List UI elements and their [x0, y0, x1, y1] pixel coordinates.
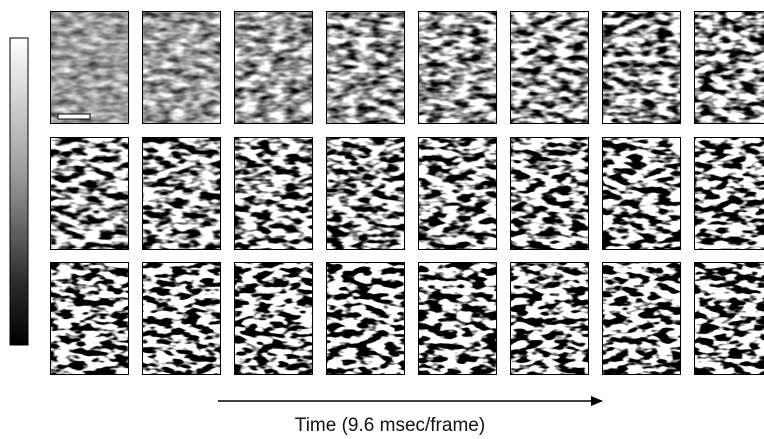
frame-border	[418, 11, 497, 124]
frame-border	[326, 11, 405, 124]
image-frame	[142, 262, 221, 375]
image-frame	[694, 11, 764, 124]
frame-border	[142, 137, 221, 250]
frame-border	[510, 137, 589, 250]
frame-border	[50, 137, 129, 250]
image-frame	[694, 262, 764, 375]
image-frame	[234, 137, 313, 250]
image-frame	[510, 262, 589, 375]
image-frame	[142, 11, 221, 124]
image-frame	[50, 11, 129, 124]
image-frame	[326, 262, 405, 375]
image-frame	[234, 262, 313, 375]
frame-border	[694, 262, 764, 375]
image-frame	[418, 11, 497, 124]
color-bar	[9, 37, 29, 346]
image-frame	[602, 11, 681, 124]
frame-border	[50, 262, 129, 375]
frame-grid	[50, 11, 764, 375]
image-frame	[234, 11, 313, 124]
image-frame	[602, 137, 681, 250]
image-frame	[510, 137, 589, 250]
frame-border	[510, 262, 589, 375]
frame-border	[142, 11, 221, 124]
frame-border	[602, 11, 681, 124]
frame-border	[326, 262, 405, 375]
frame-border	[602, 137, 681, 250]
frame-border	[234, 11, 313, 124]
frame-border	[510, 11, 589, 124]
frame-border	[694, 137, 764, 250]
image-frame	[418, 137, 497, 250]
frame-border	[326, 137, 405, 250]
frame-border	[234, 137, 313, 250]
frame-border	[142, 262, 221, 375]
image-frame	[326, 11, 405, 124]
axis-label: Time (9.6 msec/frame)	[295, 415, 485, 436]
frame-border	[602, 262, 681, 375]
scale-bar	[57, 113, 91, 120]
image-frame	[602, 262, 681, 375]
image-frame	[142, 137, 221, 250]
image-frame	[50, 262, 129, 375]
frame-border	[694, 11, 764, 124]
frame-border	[418, 262, 497, 375]
image-frame	[50, 137, 129, 250]
image-frame	[694, 137, 764, 250]
frame-border	[234, 262, 313, 375]
frame-border	[50, 11, 129, 124]
image-frame	[510, 11, 589, 124]
frame-border	[418, 137, 497, 250]
image-frame	[418, 262, 497, 375]
image-frame	[326, 137, 405, 250]
